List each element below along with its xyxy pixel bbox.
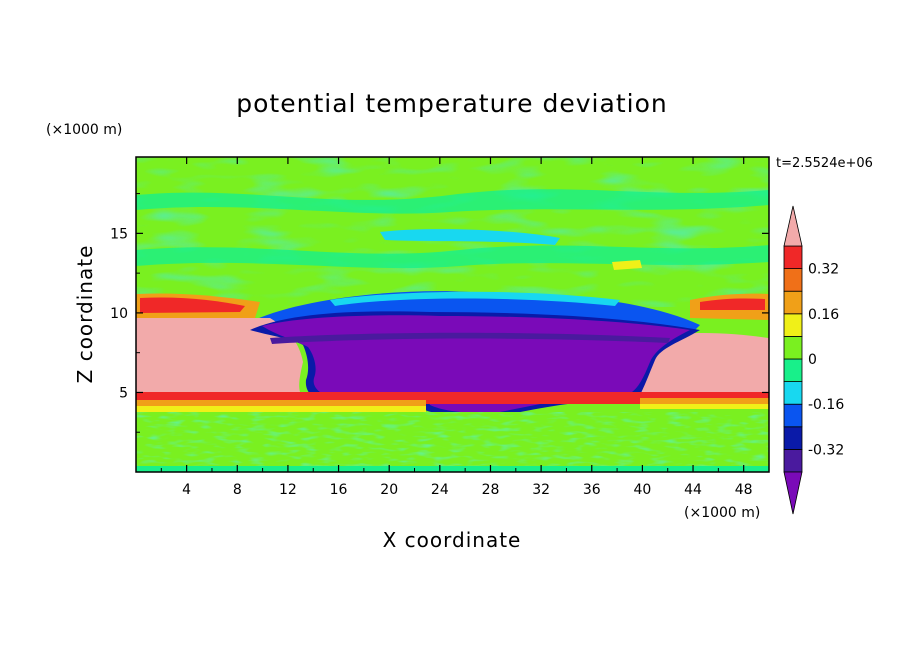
colorbar-swatch-1 bbox=[783, 426, 803, 450]
colorbar-low-arrow bbox=[783, 471, 803, 515]
x-tick-label-2: 12 bbox=[279, 482, 297, 498]
x-tick-label-3: 16 bbox=[330, 482, 348, 498]
yellow-band bbox=[136, 406, 426, 412]
x-tick-label-8: 36 bbox=[583, 482, 601, 498]
orange-band bbox=[136, 400, 426, 406]
plot-field bbox=[136, 157, 769, 472]
x-axis-label: X coordinate bbox=[383, 528, 522, 552]
surface-noise bbox=[136, 412, 769, 472]
colorbar-label-1: 0.16 bbox=[808, 307, 839, 323]
y-tick-label-1: 10 bbox=[110, 306, 128, 322]
surface-edge bbox=[136, 466, 769, 472]
cyan-streak bbox=[380, 229, 560, 245]
colorbar-swatch-2 bbox=[783, 403, 803, 428]
y-axis-unit: (×1000 m) bbox=[46, 122, 122, 138]
colorbar-label-0: 0.32 bbox=[808, 262, 839, 278]
x-tick-label-6: 28 bbox=[482, 482, 500, 498]
y-tick-label-0: 5 bbox=[119, 385, 128, 401]
upper-streak-1 bbox=[136, 189, 769, 214]
colorbar-label-4: -0.32 bbox=[808, 442, 844, 458]
x-axis-ticks: 4 8 12 16 20 24 28 32 36 40 44 48 bbox=[160, 157, 753, 498]
colorbar-swatch-5 bbox=[783, 335, 803, 360]
upper-streak-2 bbox=[136, 245, 769, 269]
colorbar-label-3: -0.16 bbox=[808, 397, 844, 413]
pink-right bbox=[640, 332, 769, 392]
pink-left bbox=[136, 318, 303, 392]
x-tick-label-11: 48 bbox=[735, 482, 753, 498]
colorbar-high-arrow bbox=[783, 205, 803, 247]
colorbar-swatch-3 bbox=[783, 381, 803, 405]
y-axis-ticks: 5 10 15 bbox=[110, 193, 769, 433]
colorbar-label-2: 0 bbox=[808, 352, 817, 368]
x-tick-label-7: 32 bbox=[532, 482, 550, 498]
y-axis-label: Z coordinate bbox=[73, 245, 97, 384]
x-tick-label-9: 40 bbox=[633, 482, 651, 498]
x-tick-label-10: 44 bbox=[684, 482, 702, 498]
colorbar-swatch-4 bbox=[783, 358, 803, 383]
colorbar-swatch-7 bbox=[783, 290, 803, 315]
colorbar-swatch-8 bbox=[783, 268, 803, 292]
yellow-streak bbox=[612, 260, 642, 270]
colorbar: 0.32 0.16 0 -0.16 -0.32 bbox=[783, 205, 844, 515]
warm-band-left-red bbox=[140, 297, 245, 313]
cold-pool-band bbox=[270, 332, 670, 344]
chart-title: potential temperature deviation bbox=[236, 89, 667, 118]
yellow-band-right bbox=[640, 404, 769, 409]
x-tick-label-5: 24 bbox=[431, 482, 449, 498]
time-label: t=2.5524e+06 bbox=[776, 156, 873, 171]
x-tick-label-4: 20 bbox=[380, 482, 398, 498]
plot-frame bbox=[135, 156, 770, 473]
colorbar-swatch-9 bbox=[783, 245, 803, 270]
cyan-edge bbox=[330, 291, 620, 306]
colorbar-swatch-6 bbox=[783, 313, 803, 337]
orange-band-right bbox=[640, 398, 769, 404]
y-tick-label-2: 15 bbox=[110, 226, 128, 242]
colorbar-swatch-0 bbox=[783, 448, 803, 473]
warm-band-right-red bbox=[700, 298, 765, 310]
x-axis-unit: (×1000 m) bbox=[684, 505, 760, 521]
x-tick-label-0: 4 bbox=[182, 482, 191, 498]
x-tick-label-1: 8 bbox=[233, 482, 242, 498]
